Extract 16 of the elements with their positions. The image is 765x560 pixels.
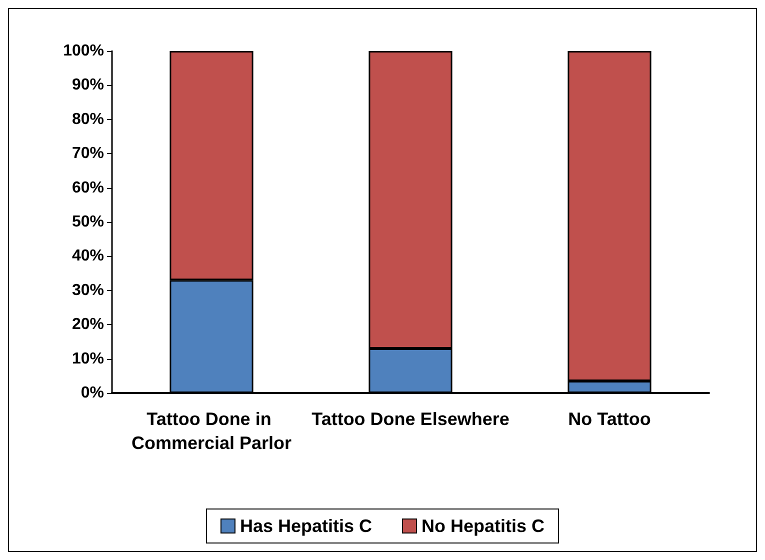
- y-tick-label: 50%: [72, 214, 104, 230]
- x-tick-label: Tattoo Done Elsewhere: [312, 409, 510, 429]
- x-tick-label: No Tattoo: [568, 409, 651, 429]
- y-tick-label: 100%: [63, 42, 104, 60]
- x-tick-label: Tattoo Done in Commercial Parlor: [131, 409, 292, 453]
- y-tick-label: 90%: [72, 76, 104, 94]
- y-tick-label: 20%: [72, 316, 104, 334]
- y-tick-label: 60%: [72, 179, 104, 196]
- y-tick-label: 80%: [72, 110, 104, 128]
- y-tick-label: 0%: [80, 384, 104, 402]
- legend-label: Has Hepatitis C: [240, 516, 372, 536]
- y-tick-label: 10%: [72, 350, 104, 368]
- y-tick-label: 70%: [72, 145, 104, 162]
- legend-label: No Hepatitis C: [422, 516, 545, 536]
- y-tick-label: 40%: [72, 248, 104, 265]
- y-tick-label: 30%: [72, 282, 104, 299]
